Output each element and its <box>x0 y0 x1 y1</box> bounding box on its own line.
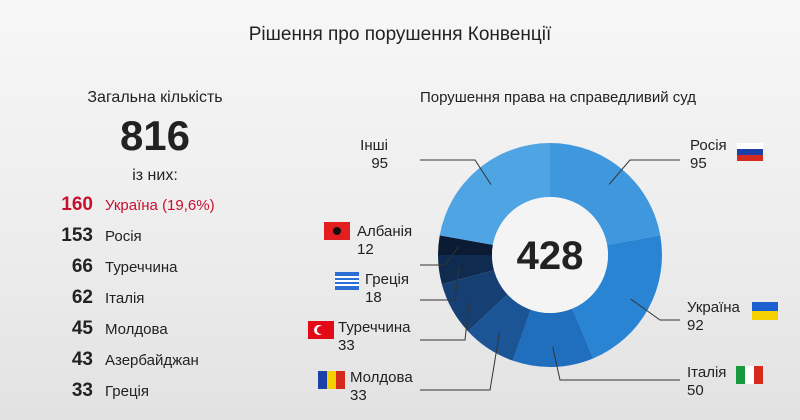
leader-line <box>608 159 680 185</box>
donut-slice <box>439 143 550 245</box>
donut-slice <box>512 308 594 368</box>
slice-label: Росія <box>690 137 727 154</box>
row-count: 43 <box>72 349 93 370</box>
row-country: Азербайджан <box>105 352 199 369</box>
page-title: Рішення про порушення Конвенції <box>249 24 552 45</box>
slice-label: Україна <box>687 299 741 316</box>
leader-line <box>420 299 471 341</box>
slice-value: 50 <box>687 382 704 399</box>
chart-title: Порушення права на справедливий суд <box>420 89 696 106</box>
summary-sublabel: із них: <box>132 167 178 184</box>
flags <box>308 143 778 389</box>
leader-line <box>420 331 501 391</box>
donut-slice <box>441 270 508 332</box>
leader-line <box>420 267 460 301</box>
donut-slice <box>572 235 663 359</box>
slice-value: 95 <box>690 155 707 172</box>
summary-label: Загальна кількість <box>87 89 222 106</box>
row-count: 153 <box>61 225 93 246</box>
slice-label: Албанія <box>357 223 412 240</box>
slice-label: Молдова <box>350 369 413 386</box>
row-count: 66 <box>72 256 93 277</box>
row-country: Туреччина <box>105 259 178 276</box>
leader-line <box>630 298 680 321</box>
row-country: Греція <box>105 383 149 400</box>
slice-value: 33 <box>338 337 355 354</box>
row-count: 62 <box>72 287 93 308</box>
slice-value: 12 <box>357 241 374 258</box>
row-country: Італія <box>105 290 144 307</box>
slice-value: 92 <box>687 317 704 334</box>
row-count: 33 <box>72 380 93 401</box>
donut-hole <box>492 197 608 313</box>
center-label: 428 <box>517 234 584 278</box>
leader-line <box>420 246 459 266</box>
donut-slice <box>467 294 531 361</box>
slice-value: 18 <box>365 289 382 306</box>
row-country: Україна (19,6%) <box>105 197 215 214</box>
slice-label: Інші <box>360 137 388 154</box>
row-count: 160 <box>61 194 93 215</box>
row-count: 45 <box>72 318 94 339</box>
slice-label: Греція <box>365 271 409 288</box>
row-country: Росія <box>105 228 142 245</box>
donut-slice <box>550 143 661 245</box>
slice-label: Туреччина <box>338 319 411 336</box>
leader-line <box>552 346 680 381</box>
donut-slice <box>438 255 495 285</box>
donut-slice <box>438 235 493 255</box>
row-country: Молдова <box>105 321 168 338</box>
leader-line <box>420 159 492 185</box>
slice-label: Італія <box>687 364 726 381</box>
slice-value: 33 <box>350 387 367 404</box>
summary-total: 816 <box>120 112 190 159</box>
slice-value: 95 <box>371 155 388 172</box>
